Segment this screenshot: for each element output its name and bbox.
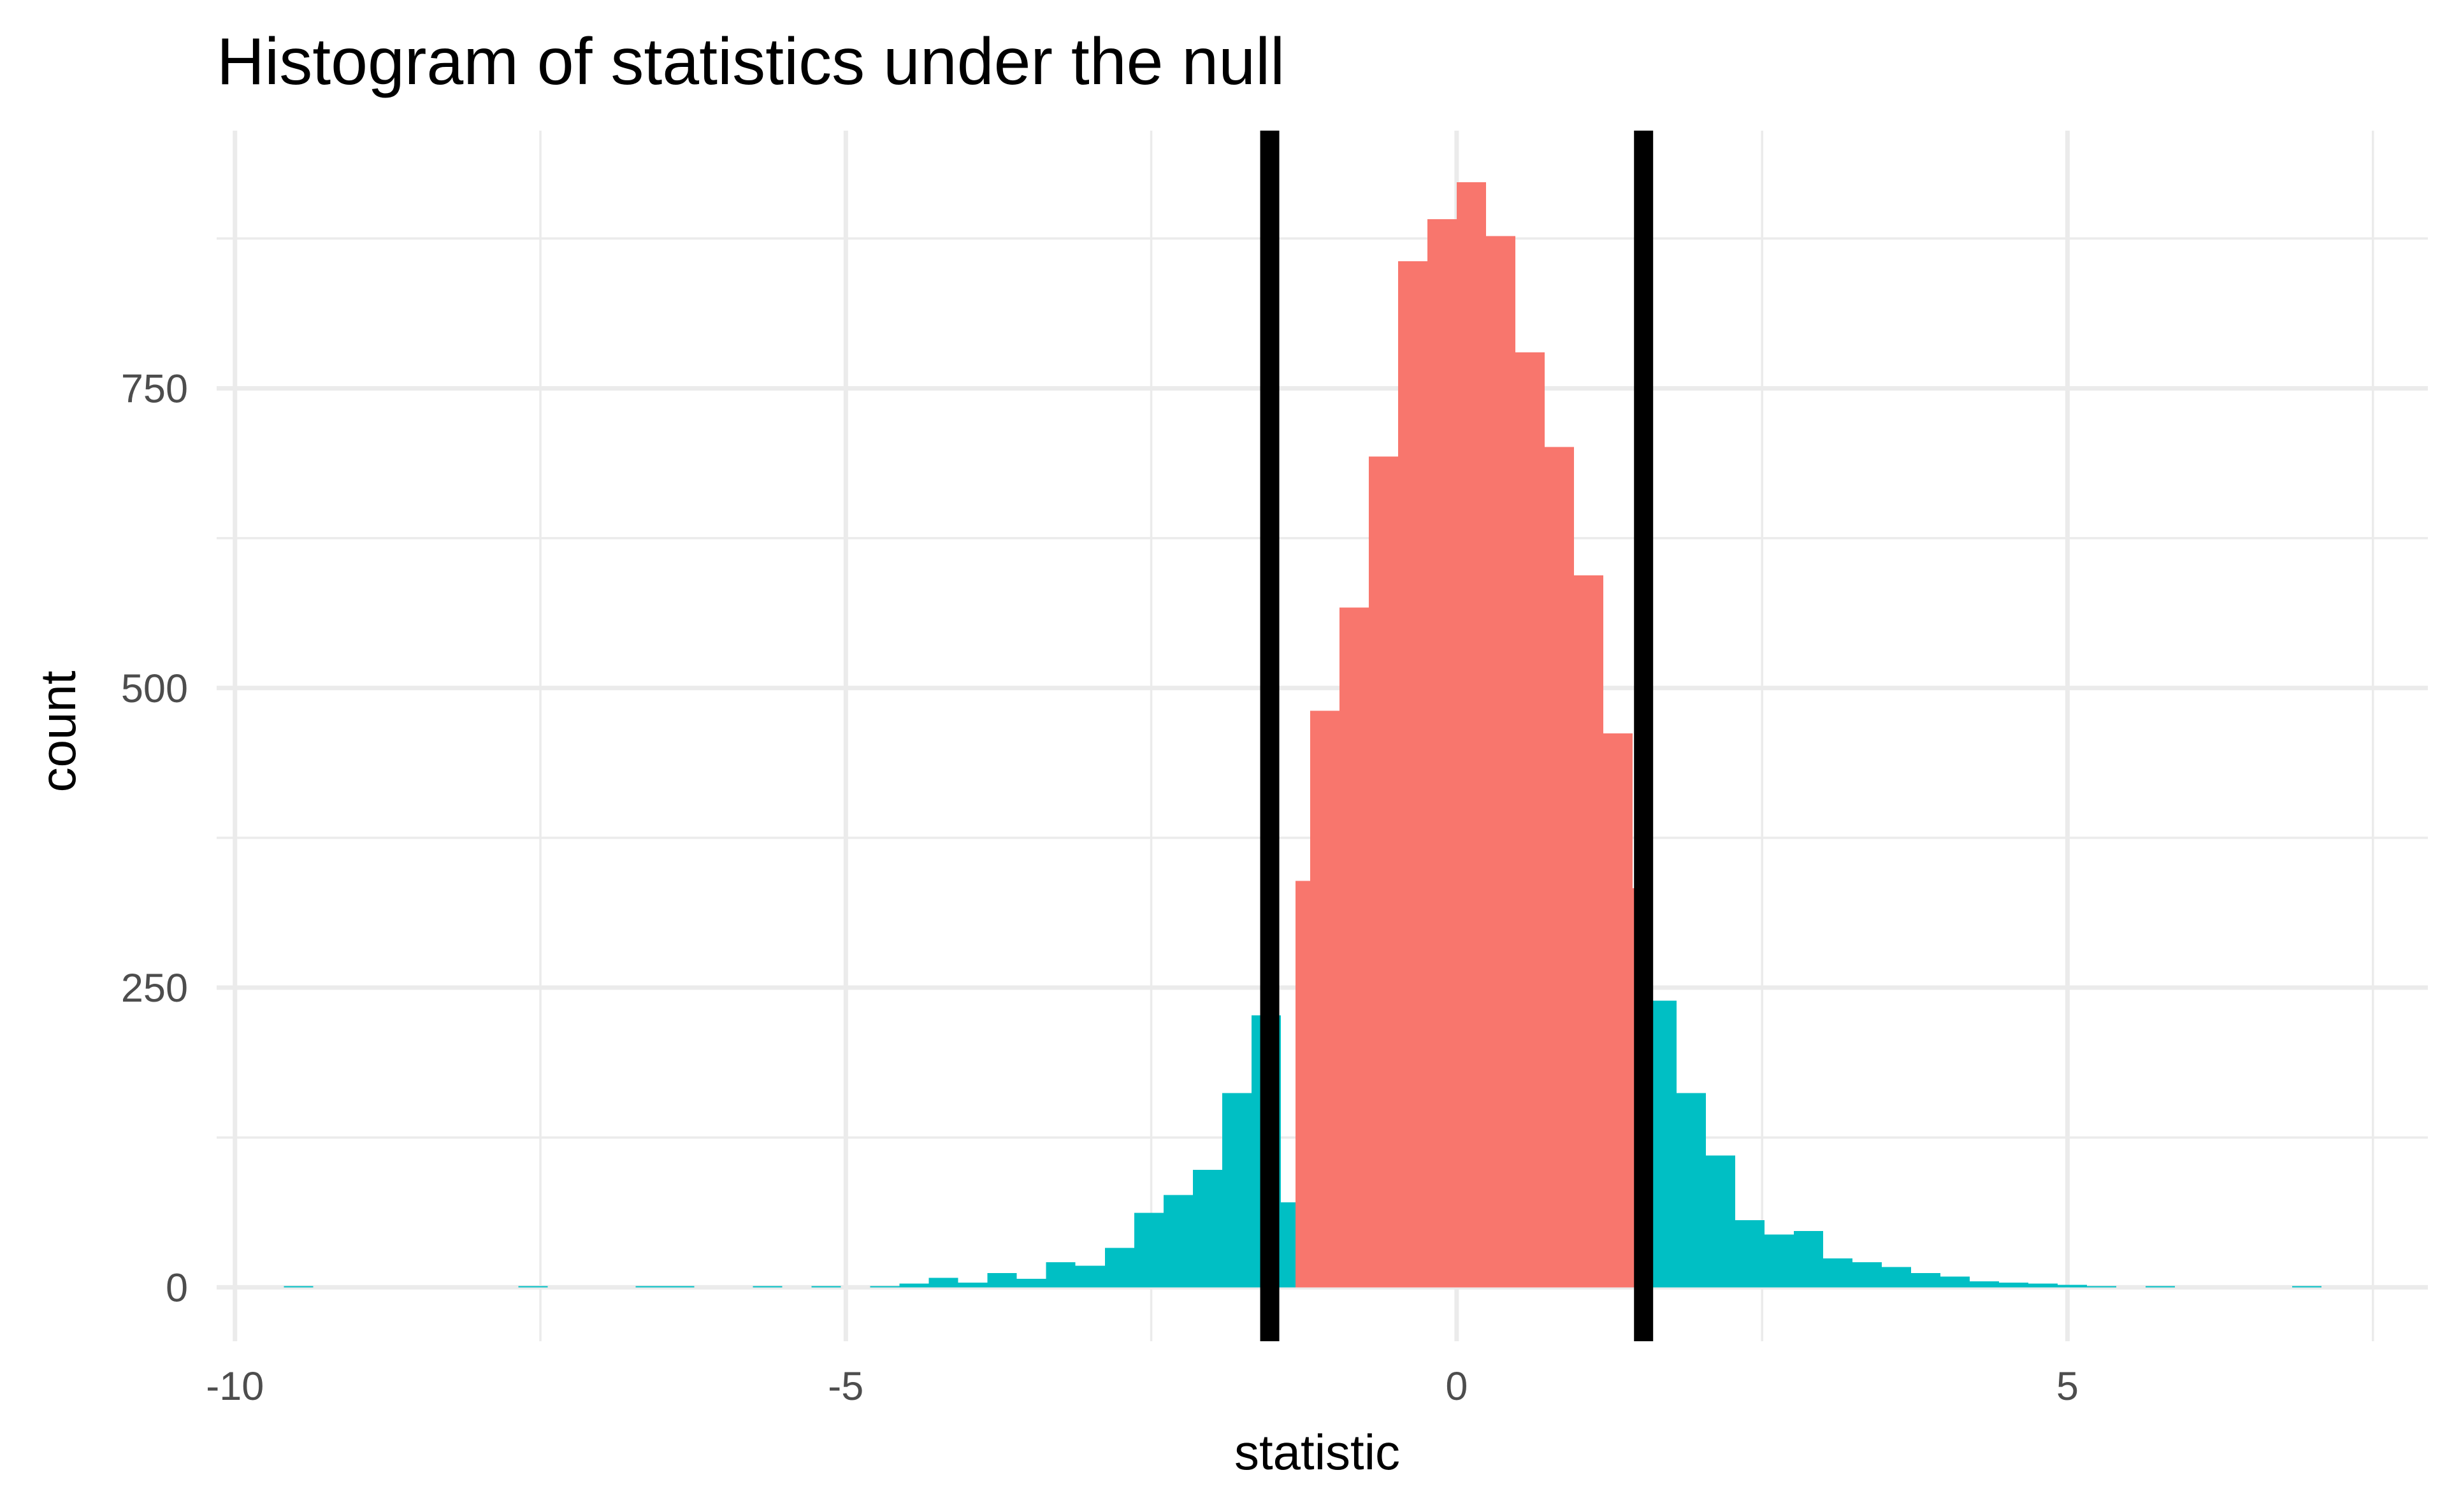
x-axis-title: statistic	[1234, 1424, 1400, 1480]
histogram-bar-outside	[1735, 1220, 1765, 1288]
histogram-bar-outside	[1823, 1258, 1853, 1288]
histogram-bar-inside	[1397, 261, 1427, 1288]
histogram-bar-outside	[1794, 1230, 1824, 1288]
histogram-bar-outside	[1852, 1262, 1882, 1288]
histogram-bar-outside	[1222, 1093, 1252, 1288]
histogram-bar-inside	[1573, 575, 1603, 1288]
histogram-bar-outside	[2087, 1286, 2117, 1288]
y-tick-label: 500	[121, 666, 188, 711]
histogram-bar-inside	[1368, 456, 1398, 1288]
histogram-bar-outside	[958, 1282, 988, 1288]
histogram-bar-outside	[1192, 1169, 1222, 1288]
histogram-bar-outside	[1705, 1155, 1735, 1288]
x-axis-tick-labels: -10 -5 0 5	[206, 1364, 2079, 1409]
histogram-bar-outside	[899, 1283, 929, 1288]
histogram-bar-outside	[1882, 1267, 1912, 1288]
histogram-bar-inside	[1310, 710, 1339, 1288]
histogram-bar-outside	[753, 1286, 783, 1288]
histogram-bar-outside	[2058, 1285, 2088, 1288]
histogram-bar-outside	[870, 1286, 900, 1288]
histogram-bar-outside	[665, 1286, 695, 1288]
histogram-bar-outside	[1940, 1276, 1970, 1288]
histogram-bar-outside	[1970, 1281, 2000, 1288]
histogram-bar-inside	[1544, 447, 1574, 1288]
histogram-bar-outside	[2146, 1286, 2176, 1288]
histogram-bar-outside	[1134, 1213, 1164, 1288]
x-tick-label: 0	[1445, 1364, 1468, 1409]
y-axis-title: count	[30, 670, 86, 792]
histogram-bar-outside	[1163, 1195, 1193, 1288]
histogram-bar-outside	[1046, 1262, 1076, 1288]
histogram-bar-outside	[811, 1286, 841, 1288]
histogram-bar-outside	[1765, 1234, 1794, 1288]
histogram-bar-outside	[987, 1272, 1017, 1288]
histogram-bar-inside	[1603, 733, 1633, 1288]
histogram-bar-outside	[518, 1286, 548, 1288]
histogram-bar-outside	[1999, 1282, 2029, 1288]
histogram-bar-outside	[1911, 1272, 1941, 1288]
histogram-bar-outside	[2028, 1283, 2058, 1288]
y-axis-tick-labels: 0 250 500 750	[121, 366, 188, 1310]
x-tick-label: -10	[206, 1364, 264, 1409]
histogram-bar-inside	[1339, 607, 1369, 1288]
histogram-bar-inside	[1485, 236, 1515, 1288]
critical-value-lines	[1260, 131, 1654, 1341]
y-tick-label: 250	[121, 966, 188, 1011]
y-tick-label: 750	[121, 366, 188, 411]
histogram-bar-outside	[635, 1286, 665, 1288]
histogram-bar-outside	[1676, 1093, 1706, 1288]
histogram-bar-outside	[1104, 1248, 1134, 1288]
x-tick-label: 5	[2056, 1364, 2079, 1409]
histogram-bar-outside	[928, 1278, 958, 1288]
histogram-bar-inside	[1456, 182, 1486, 1288]
x-tick-label: -5	[828, 1364, 863, 1409]
histogram-bar-outside	[2292, 1286, 2322, 1288]
histogram-bar-outside	[284, 1286, 314, 1288]
histogram-bar-outside	[1016, 1279, 1046, 1288]
y-tick-label: 0	[166, 1265, 188, 1310]
chart-title: Histogram of statistics under the null	[217, 25, 1285, 99]
histogram-bar-outside	[1075, 1265, 1105, 1288]
histogram-bar-inside	[1515, 352, 1545, 1288]
histogram-bar-inside	[1427, 219, 1457, 1288]
histogram-bars	[284, 182, 2322, 1288]
